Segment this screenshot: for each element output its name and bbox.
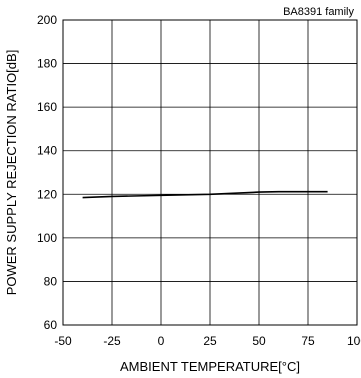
series-line bbox=[82, 190, 328, 199]
y-axis-title: POWER SUPPLY REJECTION RATIO[dB] bbox=[4, 50, 19, 296]
chart-annotation: BA8391 family bbox=[283, 6, 354, 18]
y-tick-label: 80 bbox=[44, 274, 58, 288]
x-tick-label: 0 bbox=[158, 334, 165, 348]
y-tick-label: 60 bbox=[44, 318, 58, 332]
x-tick-label: -25 bbox=[103, 334, 121, 348]
x-tick-label: 50 bbox=[252, 334, 266, 348]
y-tick-label: 100 bbox=[37, 231, 57, 245]
y-tick-label: 120 bbox=[37, 187, 57, 201]
y-tick-label: 160 bbox=[37, 100, 57, 114]
y-tick-label: 200 bbox=[37, 13, 57, 27]
x-tick-label: 75 bbox=[301, 334, 315, 348]
y-tick-label: 180 bbox=[37, 57, 57, 71]
x-tick-label: 100 bbox=[347, 334, 361, 348]
y-tick-label: 140 bbox=[37, 144, 57, 158]
x-tick-label: -50 bbox=[54, 334, 72, 348]
y-tick-labels: 60 80 100 120 140 160 180 200 bbox=[37, 13, 57, 332]
plot-area-frame bbox=[62, 19, 358, 326]
grid-lines bbox=[62, 19, 358, 326]
data-series bbox=[82, 190, 328, 199]
x-tick-label: 25 bbox=[203, 334, 217, 348]
x-axis-title: AMBIENT TEMPERATURE[°C] bbox=[120, 359, 300, 374]
x-tick-labels: -50 -25 0 25 50 75 100 bbox=[54, 334, 361, 348]
